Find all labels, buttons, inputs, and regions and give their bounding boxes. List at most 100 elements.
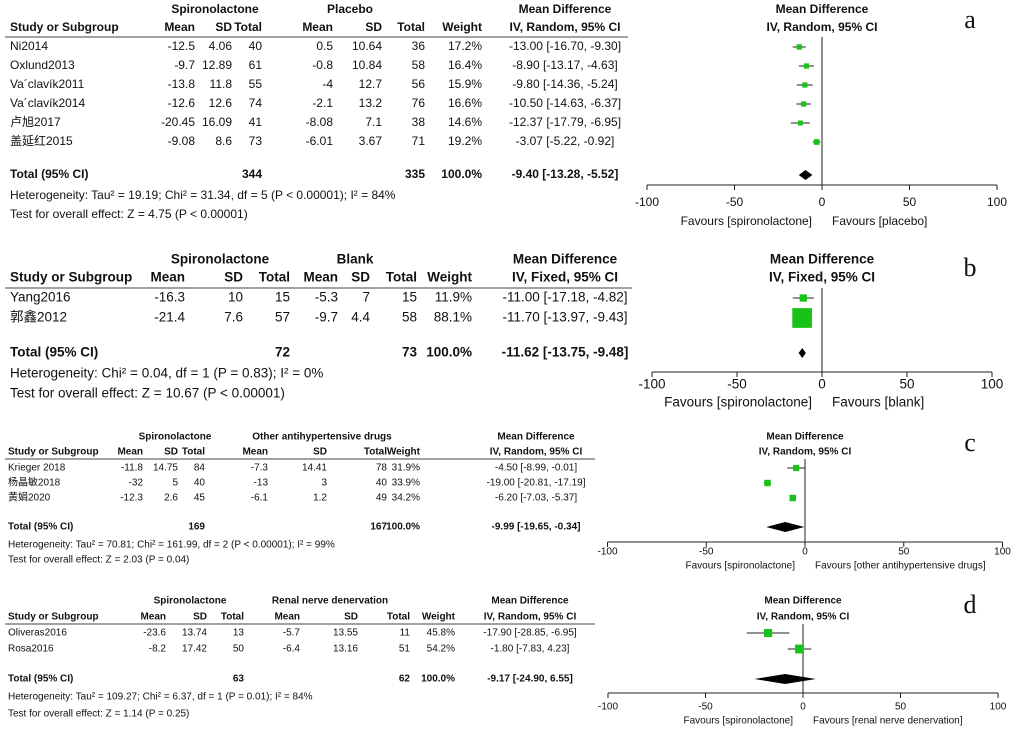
column-header: Weight: [422, 612, 456, 623]
cell: 10.84: [352, 58, 382, 72]
cell: 50: [233, 644, 245, 655]
cell: 56: [412, 77, 426, 91]
column-header: SD: [313, 447, 327, 458]
cell: -12.5: [168, 39, 196, 53]
cell: -0.8: [312, 58, 333, 72]
cell: 41: [249, 115, 263, 129]
total-n: 167: [370, 522, 387, 533]
cell: 5: [172, 478, 178, 489]
total-weight: 100.0%: [441, 167, 482, 181]
x-tick-label: -100: [597, 547, 617, 558]
md-label: -17.90 [-28.85, -6.95]: [483, 628, 577, 639]
md-label: -10.50 [-14.63, -6.37]: [509, 96, 621, 110]
x-tick-label: -50: [726, 195, 744, 209]
md-label: -13.00 [-16.70, -9.30]: [509, 39, 621, 53]
group-header: Placebo: [327, 2, 373, 16]
group-header: Blank: [337, 252, 374, 267]
column-header: Study or Subgroup: [10, 270, 132, 285]
weight: 34.2%: [392, 493, 420, 504]
effect-square: [800, 101, 807, 107]
cell: 17.42: [182, 644, 207, 655]
cell: 13: [233, 628, 245, 639]
column-header: SD: [351, 270, 370, 285]
cell: -12.6: [168, 96, 196, 110]
cell: 3: [321, 478, 327, 489]
cell: 74: [249, 96, 263, 110]
effect-square: [789, 494, 796, 502]
overall-test: Test for overall effect: Z = 2.03 (P = 0…: [8, 555, 189, 566]
forest-header: Mean Difference: [776, 2, 869, 16]
cell: 0.5: [316, 39, 333, 53]
column-header: Mean: [164, 20, 195, 34]
effect-square: [797, 120, 803, 126]
cell: 58: [412, 58, 426, 72]
favours-right: Favours [blank]: [832, 395, 924, 410]
x-tick-label: 50: [899, 377, 914, 392]
cell: 40: [194, 478, 206, 489]
total-n: 72: [275, 345, 290, 360]
panel-label: b: [964, 253, 977, 282]
md-label: -1.80 [-7.83, 4.23]: [491, 644, 570, 655]
total-weight: 100.0%: [386, 522, 420, 533]
md-label: -9.80 [-14.36, -5.24]: [512, 77, 617, 91]
weight: 14.6%: [448, 115, 482, 129]
group-header: Other antihypertensive drugs: [252, 432, 392, 443]
cell: 57: [275, 310, 290, 325]
cell: 76: [412, 96, 426, 110]
forest-method: IV, Random, 95% CI: [767, 20, 878, 34]
total-n: 335: [405, 167, 425, 181]
cell: 40: [376, 478, 388, 489]
cell: 14.41: [302, 463, 327, 474]
cell: -6.1: [251, 493, 269, 504]
total-label: Total (95% CI): [8, 522, 73, 533]
weight: 19.2%: [448, 134, 482, 148]
column-header: Total: [221, 612, 244, 623]
column-header: Mean: [117, 447, 143, 458]
favours-left: Favours [spironolactone]: [681, 214, 812, 228]
column-header: SD: [215, 20, 232, 34]
column-header: Study or Subgroup: [8, 447, 99, 458]
overall-test: Test for overall effect: Z = 1.14 (P = 0…: [8, 709, 189, 720]
weight: 15.9%: [448, 77, 482, 91]
x-tick-label: 0: [802, 547, 808, 558]
total-md-label: -9.40 [-13.28, -5.52]: [512, 167, 619, 181]
column-header: SD: [193, 612, 207, 623]
cell: -21.4: [154, 310, 185, 325]
total-n: 73: [402, 345, 418, 360]
total-weight: 100.0%: [426, 345, 472, 360]
cell: 15: [275, 290, 290, 305]
column-header: Mean: [303, 270, 338, 285]
column-header: Weight: [442, 20, 482, 34]
x-tick-label: 100: [981, 377, 1004, 392]
total-diamond: [766, 522, 805, 532]
column-header: SD: [365, 20, 382, 34]
column-header: SD: [224, 270, 243, 285]
total-md-label: -11.62 [-13.75, -9.48]: [502, 345, 629, 360]
cell: -4: [322, 77, 333, 91]
study-name: Va´clavík2014: [10, 96, 85, 110]
column-header: Total: [182, 447, 205, 458]
favours-left: Favours [spironolactone]: [664, 395, 812, 410]
group-header: Spironolactone: [171, 2, 259, 16]
study-name: Oxlund2013: [10, 58, 75, 72]
cell: 2.6: [164, 493, 178, 504]
panel-label: d: [964, 590, 977, 619]
favours-left: Favours [spironolactone]: [685, 561, 795, 572]
md-label: -11.70 [-13.97, -9.43]: [502, 310, 627, 325]
forest-method: IV, Fixed, 95% CI: [769, 270, 875, 285]
favours-right: Favours [renal nerve denervation]: [813, 716, 963, 727]
weight: 54.2%: [427, 644, 455, 655]
x-tick-label: 0: [818, 377, 826, 392]
column-header: Mean: [140, 612, 166, 623]
cell: 11: [400, 628, 411, 639]
cell: 16.09: [202, 115, 232, 129]
weight: 11.9%: [435, 290, 472, 305]
weight: 45.8%: [427, 628, 455, 639]
group-header: Spironolactone: [171, 252, 270, 267]
cell: -12.3: [120, 493, 143, 504]
cell: 36: [412, 39, 426, 53]
cell: 12.6: [209, 96, 233, 110]
study-name: 卢旭2017: [10, 114, 61, 129]
panel-label: c: [964, 428, 976, 457]
cell: 14.75: [153, 463, 178, 474]
